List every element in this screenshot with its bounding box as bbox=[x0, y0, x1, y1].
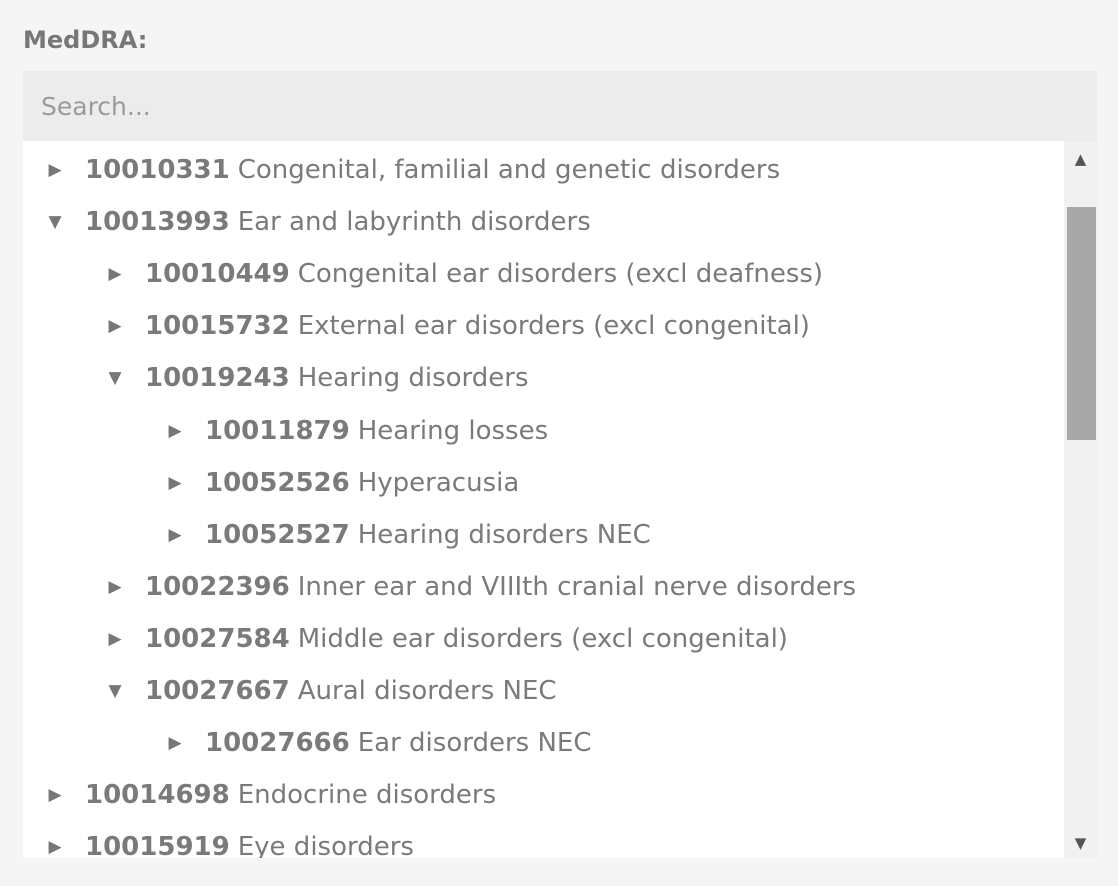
tree-node[interactable]: ▶ 10052527 Hearing disorders NEC bbox=[165, 509, 651, 561]
tree-node-name: Middle ear disorders (excl congenital) bbox=[297, 623, 788, 654]
tree-node[interactable]: ▶ 10015732 External ear disorders (excl co… bbox=[105, 300, 810, 352]
expanded-caret-icon[interactable]: ▼ bbox=[108, 368, 122, 389]
tree-node-name: Congenital ear disorders (excl deafness) bbox=[297, 259, 824, 290]
vertical-scrollbar[interactable]: ▲ ▼ bbox=[1064, 141, 1097, 858]
tree-node[interactable]: ▼ 10019243 Hearing disorders bbox=[105, 352, 529, 404]
tree-node-name: Hearing disorders NEC bbox=[357, 519, 651, 550]
collapsed-caret-icon[interactable]: ▶ bbox=[108, 316, 122, 337]
tree-node[interactable]: ▶ 10052526 Hyperacusia bbox=[165, 457, 519, 509]
tree-node-code: 10014698 bbox=[85, 780, 230, 811]
collapsed-caret-icon[interactable]: ▶ bbox=[48, 837, 62, 858]
collapsed-caret-icon[interactable]: ▶ bbox=[168, 472, 182, 493]
tree-node[interactable]: ▶ 10010449 Congenital ear disorders (excl … bbox=[105, 248, 823, 300]
tree-node-name: Hearing losses bbox=[357, 415, 549, 446]
tree-node[interactable]: ▶ 10014698 Endocrine disorders bbox=[45, 769, 496, 821]
tree-node-code: 10010331 bbox=[85, 155, 230, 185]
tree-node-name: Aural disorders NEC bbox=[297, 676, 557, 706]
tree-node[interactable]: ▶ 10027584 Middle ear disorders (excl cong… bbox=[105, 613, 788, 665]
tree-node-code: 10022396 bbox=[145, 571, 290, 602]
collapsed-caret-icon[interactable]: ▶ bbox=[108, 628, 122, 649]
tree-node-code: 10019243 bbox=[145, 363, 290, 394]
tree-node-code: 10013993 bbox=[85, 207, 230, 238]
tree-node[interactable]: ▶ 10015919 Eye disorders bbox=[45, 821, 414, 858]
tree-node-name: Eye disorders bbox=[237, 832, 414, 858]
tree-node[interactable]: ▶ 10027666 Ear disorders NEC bbox=[165, 717, 592, 769]
collapsed-caret-icon[interactable]: ▶ bbox=[48, 160, 62, 180]
scrollbar-thumb[interactable] bbox=[1067, 207, 1096, 440]
collapsed-caret-icon[interactable]: ▶ bbox=[108, 264, 122, 285]
collapsed-caret-icon[interactable]: ▶ bbox=[108, 576, 122, 597]
tree-node-name: Ear and labyrinth disorders bbox=[237, 207, 591, 238]
tree-node-name: Hearing disorders bbox=[297, 363, 529, 394]
tree-node-name: Endocrine disorders bbox=[237, 780, 497, 811]
search-input[interactable] bbox=[23, 71, 1097, 141]
expanded-caret-icon[interactable]: ▼ bbox=[48, 212, 62, 233]
tree-node-name: Inner ear and VIIIth cranial nerve disor… bbox=[297, 571, 857, 602]
tree-node-code: 10027584 bbox=[145, 623, 290, 654]
tree-node[interactable]: ▶ 10022396 Inner ear and VIIIth cranial ne… bbox=[105, 561, 856, 613]
tree-node-code: 10027666 bbox=[205, 728, 350, 759]
tree-node[interactable]: ▶ 10011879 Hearing losses bbox=[165, 405, 548, 457]
tree-node[interactable]: ▼ 10027667 Aural disorders NEC bbox=[105, 665, 557, 717]
tree-node-name: Congenital, familial and genetic disorde… bbox=[237, 155, 781, 185]
tree-node-code: 10027667 bbox=[145, 676, 290, 706]
collapsed-caret-icon[interactable]: ▶ bbox=[168, 524, 182, 545]
tree-node[interactable]: ▼ 10013993 Ear and labyrinth disorders bbox=[45, 196, 591, 248]
expanded-caret-icon[interactable]: ▼ bbox=[108, 681, 122, 701]
tree-node-code: 10052527 bbox=[205, 519, 350, 550]
tree-node-name: Hyperacusia bbox=[357, 467, 520, 498]
scroll-down-icon[interactable]: ▼ bbox=[1074, 834, 1087, 852]
tree-node-code: 10011879 bbox=[205, 415, 350, 446]
collapsed-caret-icon[interactable]: ▶ bbox=[168, 733, 182, 754]
tree-node-code: 10015732 bbox=[145, 311, 290, 342]
tree-node-name: External ear disorders (excl congenital) bbox=[297, 311, 810, 342]
collapsed-caret-icon[interactable]: ▶ bbox=[48, 785, 62, 806]
collapsed-caret-icon[interactable]: ▶ bbox=[168, 420, 182, 441]
tree-node-name: Ear disorders NEC bbox=[357, 728, 592, 759]
tree-node-code: 10010449 bbox=[145, 259, 290, 290]
scroll-up-icon[interactable]: ▲ bbox=[1074, 150, 1087, 168]
tree-node-code: 10015919 bbox=[85, 832, 230, 858]
tree-node[interactable]: ▶ 10010331 Congenital, familial and geneti… bbox=[45, 144, 780, 196]
meddra-label: MedDRA: bbox=[23, 26, 148, 54]
tree-node-code: 10052526 bbox=[205, 467, 350, 498]
meddra-tree: ▶ 10010331 Congenital, familial and geneti… bbox=[23, 141, 1064, 858]
